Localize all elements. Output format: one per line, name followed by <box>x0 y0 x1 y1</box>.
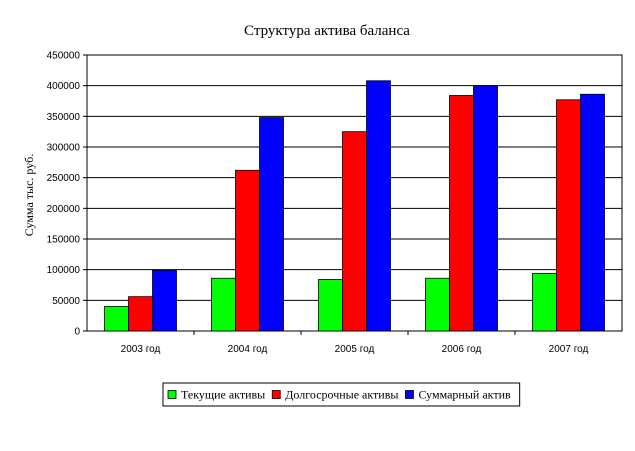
bar <box>580 93 605 332</box>
bar <box>556 99 581 332</box>
y-tick-label: 0 <box>74 327 80 338</box>
bar <box>532 272 557 332</box>
y-axis-label: Сумма тыс. руб. <box>22 154 36 236</box>
bar <box>128 296 153 332</box>
y-tick-label: 250000 <box>47 173 81 184</box>
x-tick-label: 2004 год <box>228 344 268 355</box>
legend: Текущие активы Долгосрочные активы Суммарн… <box>162 382 521 407</box>
y-tick-label: 450000 <box>47 51 81 62</box>
y-tick-label: 400000 <box>47 81 81 92</box>
y-tick-label: 300000 <box>47 143 81 154</box>
legend-label: Долгосрочные активы <box>285 388 398 402</box>
y-tick-label: 350000 <box>47 112 81 123</box>
bar <box>425 277 450 332</box>
bar <box>366 80 391 332</box>
x-tick-label: 2006 год <box>442 344 482 355</box>
legend-swatch <box>167 390 177 399</box>
x-tick-label: 2007 год <box>549 344 589 355</box>
legend-swatch <box>271 390 281 399</box>
y-tick-label: 150000 <box>47 235 81 246</box>
legend-label: Текущие активы <box>181 388 265 402</box>
bar <box>211 277 236 332</box>
y-tick-label: 200000 <box>47 204 81 215</box>
bar <box>259 117 284 332</box>
bar <box>235 169 260 332</box>
x-tick-label: 2005 год <box>335 344 375 355</box>
chart-title: Структура актива баланса <box>244 23 410 39</box>
bar <box>473 85 498 332</box>
y-tick-label: 100000 <box>47 265 81 276</box>
x-axis-ticks: 2003 год 2004 год 2005 год 2006 год 2007 год <box>121 331 589 355</box>
bar <box>342 131 367 332</box>
bar <box>104 306 129 332</box>
legend-label: Суммарный актив <box>418 388 511 402</box>
legend-box <box>162 382 521 407</box>
bar <box>449 95 474 332</box>
bar <box>318 279 343 332</box>
y-axis-ticks: 0 50000 100000 150000 200000 250000 300000 3500… <box>47 51 87 338</box>
bar <box>152 269 177 332</box>
y-tick-label: 50000 <box>52 296 80 307</box>
legend-swatch <box>405 390 414 399</box>
bars <box>104 80 605 332</box>
x-tick-label: 2003 год <box>121 344 161 355</box>
